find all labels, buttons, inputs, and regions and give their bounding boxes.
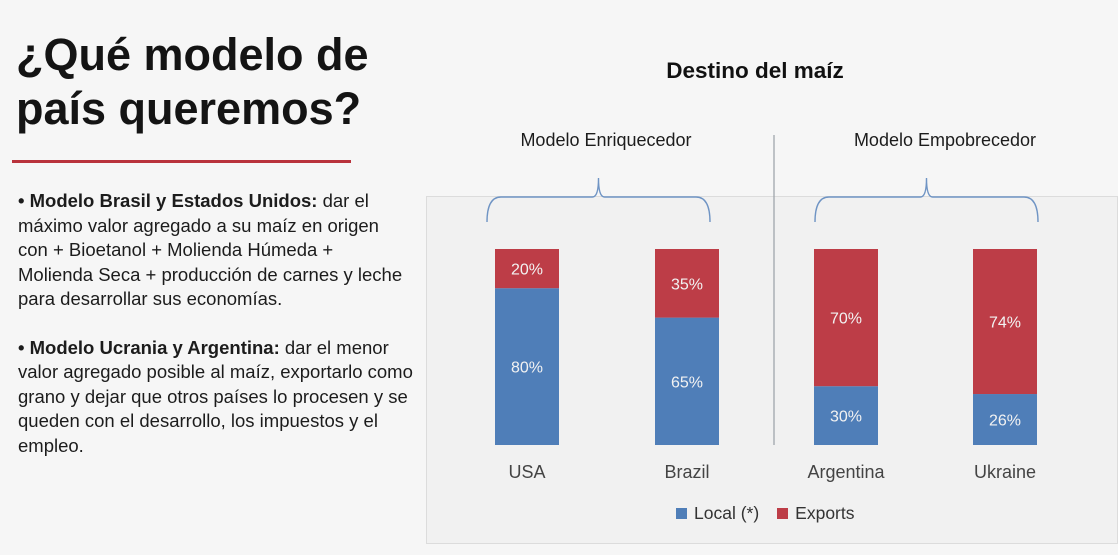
group-brace-empobrecedor (814, 177, 1039, 223)
legend-swatch-local (676, 508, 687, 519)
data-label-exports-usa: 20% (511, 262, 543, 279)
legend-item-exports: Exports (777, 503, 855, 524)
x-tick-label-ukraine: Ukraine (974, 462, 1036, 482)
bar-exports-ukraine (973, 249, 1037, 395)
title-divider (12, 160, 351, 163)
bar-local-ukraine (973, 394, 1037, 445)
data-label-exports-argentina: 70% (830, 311, 862, 328)
x-tick-label-usa: USA (508, 462, 545, 482)
slide-title: ¿Qué modelo de país queremos? (16, 29, 369, 134)
group-label-empobrecedor: Modelo Empobrecedor (853, 130, 1037, 150)
data-label-local-usa: 80% (511, 360, 543, 377)
x-tick-label-brazil: Brazil (664, 462, 709, 482)
data-label-local-ukraine: 26% (989, 413, 1021, 430)
bullet-item-brasil-usa: • Modelo Brasil y Estados Unidos: dar el… (18, 189, 413, 312)
data-label-exports-ukraine: 74% (989, 315, 1021, 332)
chart-legend: Local (*) Exports (676, 503, 873, 524)
bar-local-brazil (655, 317, 719, 445)
data-label-local-brazil: 65% (671, 374, 703, 391)
x-tick-label-argentina: Argentina (807, 462, 885, 482)
legend-label-local: Local (*) (694, 503, 760, 523)
legend-swatch-exports (777, 508, 789, 519)
bar-exports-usa (495, 249, 559, 289)
bullet-heading: • Modelo Ucrania y Argentina: (18, 336, 280, 358)
chart-title: Destino del maíz (666, 58, 844, 83)
bar-local-usa (495, 288, 559, 445)
legend-label-exports: Exports (795, 503, 855, 523)
bar-exports-argentina (814, 249, 878, 387)
data-label-local-argentina: 30% (830, 409, 862, 426)
bullet-list: • Modelo Brasil y Estados Unidos: dar el… (18, 189, 413, 482)
group-label-enriquecedor: Modelo Enriquecedor (520, 130, 692, 150)
data-label-exports-brazil: 35% (671, 276, 703, 293)
bullet-text: dar el máximo valor agregado a su maíz e… (18, 190, 403, 309)
bullet-item-ucrania-argentina: • Modelo Ucrania y Argentina: dar el men… (18, 336, 413, 459)
group-brace-enriquecedor (486, 177, 711, 223)
bar-local-argentina (814, 386, 878, 445)
bar-exports-brazil (655, 249, 719, 318)
bullet-text: dar el menor valor agregado posible al m… (18, 336, 413, 456)
legend-item-local: Local (*) (676, 503, 759, 524)
bullet-heading: • Modelo Brasil y Estados Unidos: (18, 190, 318, 211)
